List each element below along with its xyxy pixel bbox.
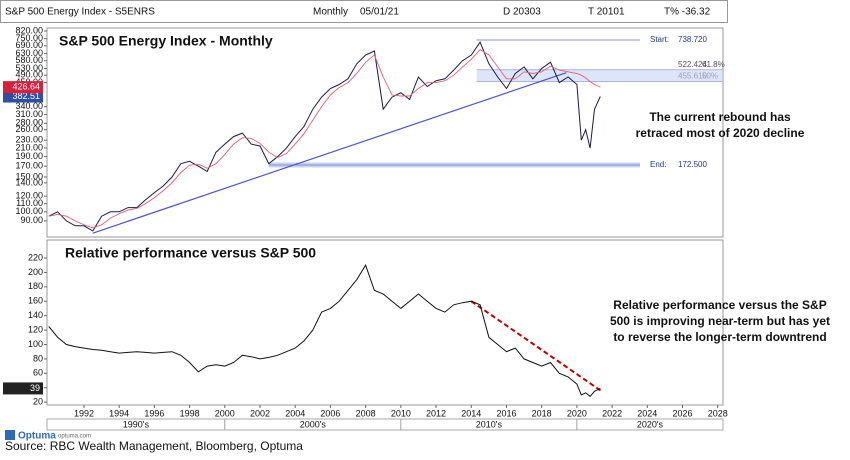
- y-tick-label: 580.00: [15, 55, 43, 65]
- y-tick-label: 120.00: [15, 191, 43, 201]
- x-tick-label: 2016: [496, 408, 516, 418]
- series-line: [48, 41, 601, 232]
- y-tick-label: 140.00: [15, 177, 43, 187]
- panel-frame: [46, 239, 724, 406]
- annotation: retraced most of 2020 decline: [636, 126, 805, 140]
- y-tick-label: 230.00: [15, 135, 43, 145]
- retracement-value: 522.424: [678, 60, 707, 69]
- annotation: 500 is improving near-term but has yet: [610, 314, 830, 328]
- retracement-pct: 61.8%: [702, 60, 725, 69]
- last-value-box: [3, 90, 43, 103]
- x-tick-label: 1994: [109, 408, 129, 418]
- x-tick-label: 2022: [602, 408, 622, 418]
- y-tick-label: 120: [28, 324, 43, 334]
- y-tick-label: 110.00: [16, 198, 43, 208]
- trendline: [92, 72, 567, 234]
- x-tick-label: 1998: [180, 408, 200, 418]
- y-tick-label: 200: [28, 267, 43, 277]
- era-label: 2010's: [476, 419, 503, 429]
- annotation: to reverse the longer-term downtrend: [613, 330, 826, 344]
- source: Source: RBC Wealth Management, Bloomberg…: [5, 439, 303, 453]
- header-d: D 20303: [503, 7, 541, 18]
- level-value: 738.720: [678, 35, 707, 44]
- y-tick-label: 490.00: [15, 70, 43, 80]
- logo: Optuma: [18, 431, 56, 442]
- x-tick-label: 2002: [250, 408, 270, 418]
- series-line: [48, 49, 601, 229]
- era-cell: [576, 418, 724, 431]
- y-tick-label: 310.00: [15, 109, 43, 119]
- x-tick-label: 2010: [391, 408, 411, 418]
- logo-site: optuma.com: [58, 434, 91, 440]
- level-value: 172.500: [678, 160, 707, 169]
- era-label: 2000's: [300, 419, 327, 429]
- level-name: Start:: [650, 35, 669, 44]
- header-symbol: S&P 500 Energy Index - S5ENRS: [5, 7, 155, 18]
- annotation: The current rebound has: [649, 110, 791, 124]
- panel-frame: [46, 27, 724, 238]
- last-value-label: 426.64: [12, 82, 40, 92]
- x-tick-label: 2000: [215, 408, 235, 418]
- y-tick-label: 140: [28, 310, 43, 320]
- y-tick-label: 220: [28, 252, 43, 262]
- y-tick-label: 80: [33, 353, 43, 363]
- y-tick-label: 690.00: [15, 40, 43, 50]
- y-tick-label: 340.00: [15, 101, 43, 111]
- y-tick-label: 90.00: [20, 215, 43, 225]
- y-tick-label: 100.00: [15, 206, 43, 216]
- header-period: Monthly: [313, 7, 348, 18]
- x-tick-label: 2020: [567, 408, 587, 418]
- trendline: [470, 300, 604, 393]
- y-tick-label: 630.00: [15, 48, 43, 58]
- header-date: 05/01/21: [360, 7, 399, 18]
- y-tick-label: 150.00: [15, 171, 43, 181]
- last-value-box: [3, 382, 43, 395]
- series-line: [48, 264, 601, 398]
- x-tick-label: 1996: [144, 408, 164, 418]
- panel-title: S&P 500 Energy Index - Monthly: [59, 33, 273, 49]
- retracement-band: [476, 69, 723, 82]
- era-label: 2020's: [637, 419, 664, 429]
- x-tick-label: 2008: [356, 408, 376, 418]
- panel-title: Relative performance versus S&P 500: [65, 245, 316, 261]
- annotation: Relative performance versus the S&P: [613, 298, 826, 312]
- x-tick-label: 2026: [672, 408, 692, 418]
- y-tick-label: 100: [28, 339, 43, 349]
- x-tick-label: 2006: [320, 408, 340, 418]
- y-tick-label: 180: [28, 281, 43, 291]
- header-tpct: T% -36.32: [664, 7, 711, 18]
- level-name: End:: [650, 160, 666, 169]
- logo-icon: [5, 430, 15, 440]
- y-tick-label: 170.00: [15, 161, 43, 171]
- x-tick-label: 2028: [708, 408, 728, 418]
- header-bar: [0, 0, 728, 23]
- y-tick-label: 750.00: [15, 33, 43, 43]
- y-tick-label: 210.00: [15, 142, 43, 152]
- x-tick-label: 1992: [74, 408, 94, 418]
- era-label: 1990's: [123, 419, 150, 429]
- y-tick-label: 820.00: [15, 25, 43, 35]
- x-tick-label: 2024: [637, 408, 657, 418]
- last-value-label: 39: [30, 383, 40, 393]
- last-value-label: 382.51: [12, 91, 40, 101]
- y-tick-label: 530.00: [15, 63, 43, 73]
- y-tick-label: 160: [28, 296, 43, 306]
- last-value-box: [3, 81, 43, 94]
- y-tick-label: 20: [33, 396, 43, 406]
- x-tick-label: 2018: [532, 408, 552, 418]
- header-t: T 20101: [588, 7, 625, 18]
- x-tick-label: 2014: [461, 408, 481, 418]
- y-tick-label: 60: [33, 368, 43, 378]
- x-tick-label: 2004: [285, 408, 305, 418]
- y-tick-label: 260.00: [15, 124, 43, 134]
- x-tick-label: 2012: [426, 408, 446, 418]
- y-tick-label: 280.00: [15, 118, 43, 128]
- y-tick-label: 190.00: [15, 151, 43, 161]
